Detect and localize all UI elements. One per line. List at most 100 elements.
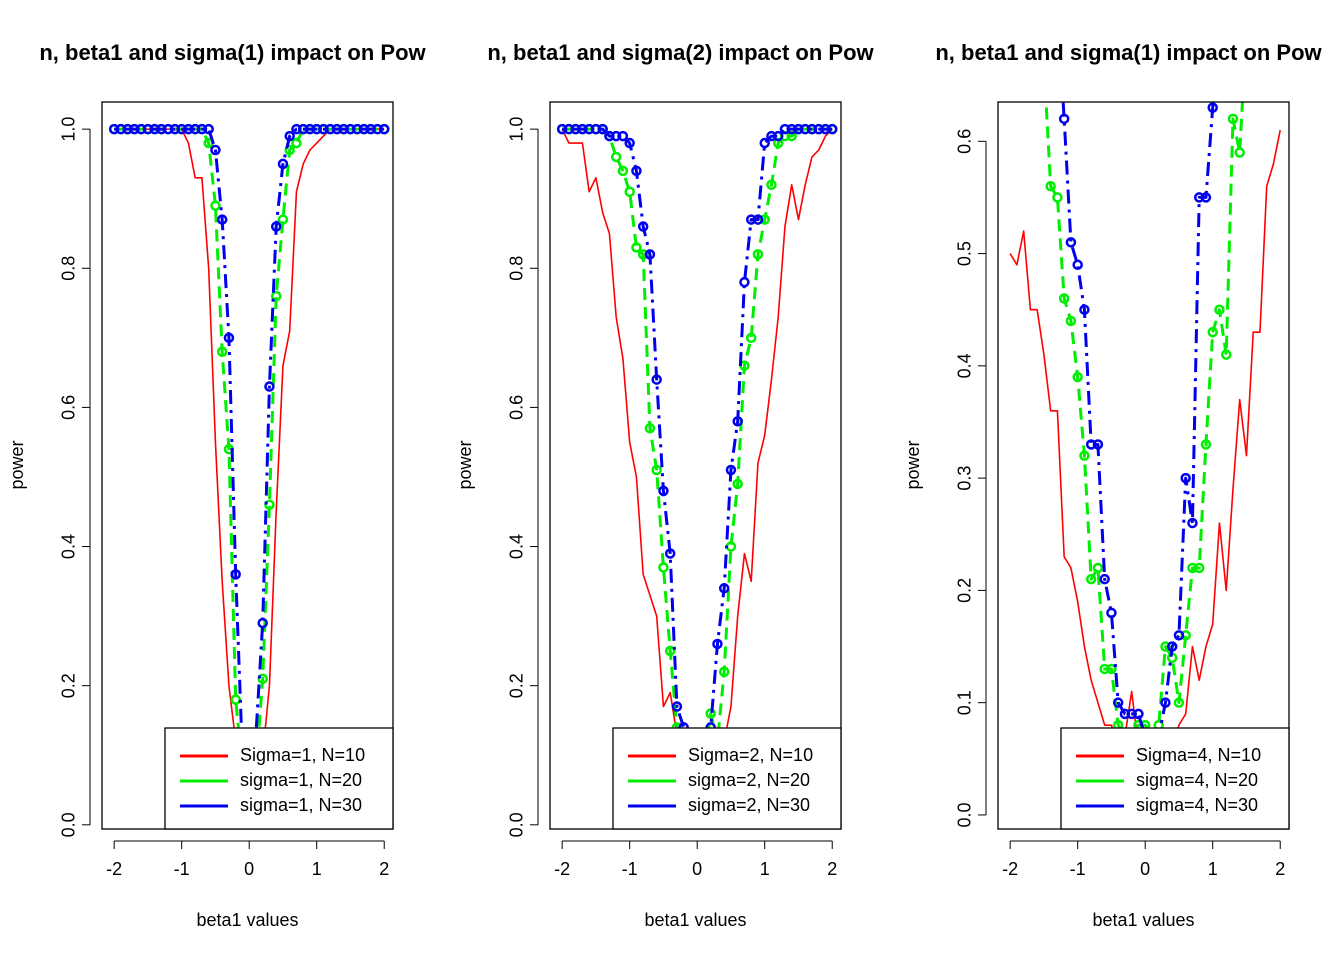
data-point <box>216 214 228 225</box>
data-point <box>766 179 777 191</box>
data-point <box>1173 697 1185 708</box>
x-tick-label: 2 <box>1275 859 1285 879</box>
panel: n, beta1 and sigma(1) impact on Pow beta1… <box>903 40 1323 930</box>
data-point <box>1187 517 1198 529</box>
data-point <box>1072 371 1083 383</box>
x-axis-label: beta1 values <box>196 910 298 930</box>
data-point <box>210 200 221 211</box>
data-point <box>732 416 743 427</box>
chart-title: n, beta1 and sigma(2) impact on Pow <box>487 40 874 65</box>
data-point <box>203 123 214 135</box>
x-axis-label: beta1 values <box>644 910 746 930</box>
y-tick-label: 0.2 <box>59 673 79 698</box>
data-point <box>1200 439 1212 450</box>
data-point <box>718 583 730 594</box>
panel: n, beta1 and sigma(1) impact on Pow beta1… <box>7 40 427 930</box>
data-point <box>1106 663 1117 675</box>
legend-label: sigma=1, N=30 <box>240 795 362 815</box>
y-tick-label: 0.5 <box>955 241 975 266</box>
data-point <box>1180 472 1191 484</box>
y-tick-label: 0.6 <box>507 395 527 420</box>
data-point <box>1214 304 1225 315</box>
legend-box <box>164 727 394 830</box>
y-tick-label: 0.6 <box>955 129 975 154</box>
y-tick-label: 0.0 <box>59 812 79 837</box>
y-tick-label: 0.0 <box>507 812 527 837</box>
data-point <box>210 144 221 156</box>
x-tick-label: -2 <box>554 859 570 879</box>
legend-label: Sigma=4, N=10 <box>1136 745 1261 765</box>
data-point <box>257 673 268 684</box>
data-point <box>752 249 764 260</box>
y-tick-label: 0.8 <box>507 256 527 281</box>
x-tick-label: 1 <box>312 859 322 879</box>
data-point <box>291 137 302 149</box>
data-point <box>270 290 282 302</box>
data-point <box>752 214 764 225</box>
x-tick-label: -1 <box>174 859 190 879</box>
data-point <box>1045 180 1056 192</box>
data-point <box>1065 237 1077 248</box>
y-tick-label: 0.4 <box>955 353 975 378</box>
chart-title: n, beta1 and sigma(1) impact on Pow <box>935 40 1322 65</box>
data-point <box>617 165 629 177</box>
data-point <box>1160 697 1171 708</box>
data-point <box>1052 192 1063 203</box>
data-point <box>651 464 662 476</box>
data-point <box>712 638 723 650</box>
y-tick-label: 1.0 <box>507 117 527 142</box>
y-tick-label: 0.4 <box>507 534 527 559</box>
x-tick-label: 1 <box>1208 859 1218 879</box>
y-axis-label: power <box>455 440 475 489</box>
data-point <box>658 485 669 497</box>
data-point <box>1200 192 1212 203</box>
y-tick-label: 0.4 <box>59 534 79 559</box>
data-point <box>1166 641 1178 652</box>
y-tick-label: 0.2 <box>955 578 975 603</box>
data-point <box>223 332 235 344</box>
y-tick-label: 0.0 <box>955 802 975 827</box>
data-point <box>1207 102 1218 113</box>
data-point <box>644 423 656 434</box>
legend-label: sigma=2, N=20 <box>688 770 810 790</box>
legend-box <box>612 727 842 830</box>
data-point <box>718 666 730 678</box>
data-point <box>1173 630 1185 641</box>
data-point <box>597 123 608 135</box>
data-point <box>1058 293 1070 304</box>
data-point <box>671 701 683 712</box>
x-tick-label: -2 <box>106 859 122 879</box>
x-tick-label: 2 <box>379 859 389 879</box>
data-point <box>658 562 669 573</box>
data-point <box>1079 450 1090 461</box>
data-point <box>651 374 662 385</box>
x-tick-label: -2 <box>1002 859 1018 879</box>
y-tick-label: 0.8 <box>59 256 79 281</box>
data-point <box>759 137 770 149</box>
x-tick-label: -1 <box>622 859 638 879</box>
data-point <box>1227 113 1239 125</box>
legend-box <box>1060 727 1290 830</box>
data-point <box>1106 607 1117 619</box>
data-point <box>631 165 642 177</box>
x-tick-label: 2 <box>827 859 837 879</box>
data-point <box>610 151 622 163</box>
data-point <box>1099 573 1110 585</box>
panel: n, beta1 and sigma(2) impact on Pow beta1… <box>455 40 875 930</box>
data-point <box>1207 326 1218 338</box>
data-point <box>378 123 390 135</box>
x-tick-label: 1 <box>760 859 770 879</box>
data-point <box>264 499 275 511</box>
chart-title: n, beta1 and sigma(1) impact on Pow <box>39 40 426 65</box>
data-point <box>624 186 635 197</box>
x-axis-label: beta1 values <box>1092 910 1194 930</box>
legend-label: Sigma=1, N=10 <box>240 745 365 765</box>
legend-label: Sigma=2, N=10 <box>688 745 813 765</box>
data-point <box>257 617 268 629</box>
y-tick-label: 0.6 <box>59 395 79 420</box>
data-point <box>664 548 676 559</box>
data-point <box>732 478 743 490</box>
y-axis-label: power <box>903 440 923 489</box>
data-point <box>631 242 642 253</box>
